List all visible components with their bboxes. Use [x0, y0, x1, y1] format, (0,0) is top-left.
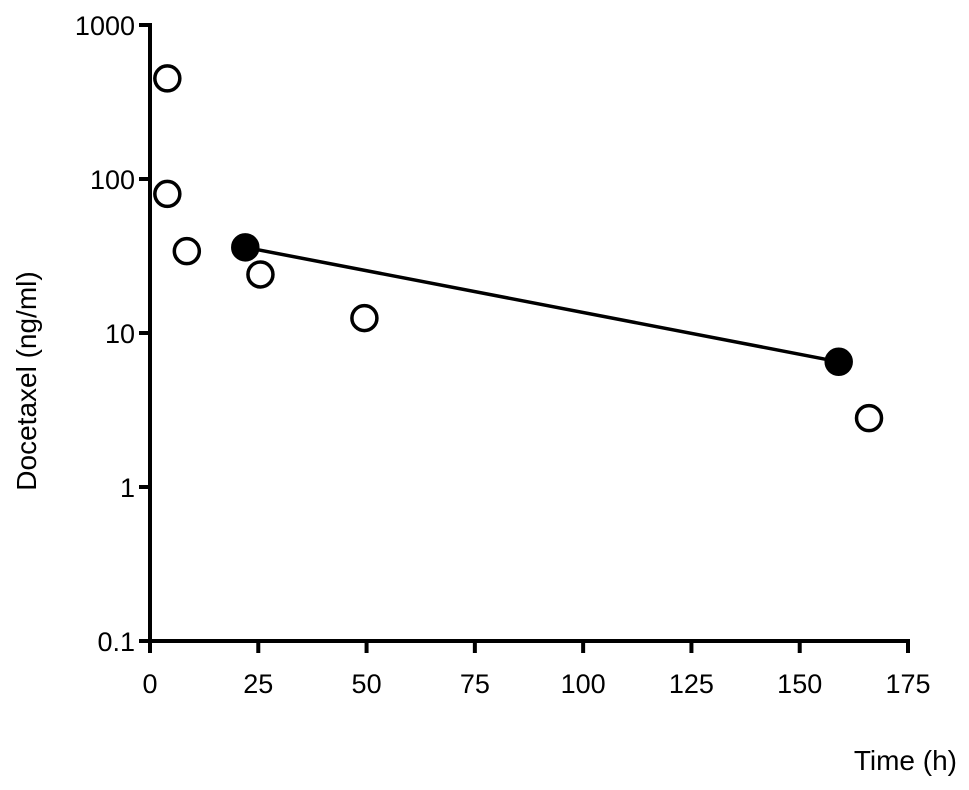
x-tick-label: 0 — [142, 669, 157, 699]
open-data-point — [172, 236, 202, 266]
open-data-point — [153, 179, 182, 209]
filled-data-point — [231, 233, 260, 262]
y-axis-title: Docetaxel (ng/ml) — [11, 271, 42, 490]
x-tick-label: 175 — [885, 669, 930, 699]
series — [153, 64, 884, 433]
x-tick-label: 25 — [243, 669, 273, 699]
x-axis-title: Time (h) — [854, 745, 957, 776]
y-tick-label: 1 — [120, 473, 135, 503]
open-data-point — [350, 303, 379, 333]
series-line — [244, 245, 840, 364]
x-tick-label: 75 — [460, 669, 490, 699]
y-tick-label: 100 — [90, 165, 135, 195]
x-tick-label: 125 — [669, 669, 714, 699]
y-tick-label: 0.1 — [97, 627, 135, 657]
axes — [148, 23, 910, 643]
x-tick-label: 150 — [777, 669, 822, 699]
filled-data-point — [824, 347, 853, 377]
open-data-point — [854, 403, 884, 433]
ticks: 1000 100 10 1 0.10 25 50 75 100 125 150 175 — [75, 11, 931, 699]
x-tick-label: 100 — [561, 669, 606, 699]
open-data-point — [246, 260, 275, 289]
y-tick-label: 1000 — [75, 11, 135, 41]
open-data-point — [153, 64, 182, 93]
y-tick-label: 10 — [105, 319, 135, 349]
x-tick-label: 50 — [352, 669, 382, 699]
